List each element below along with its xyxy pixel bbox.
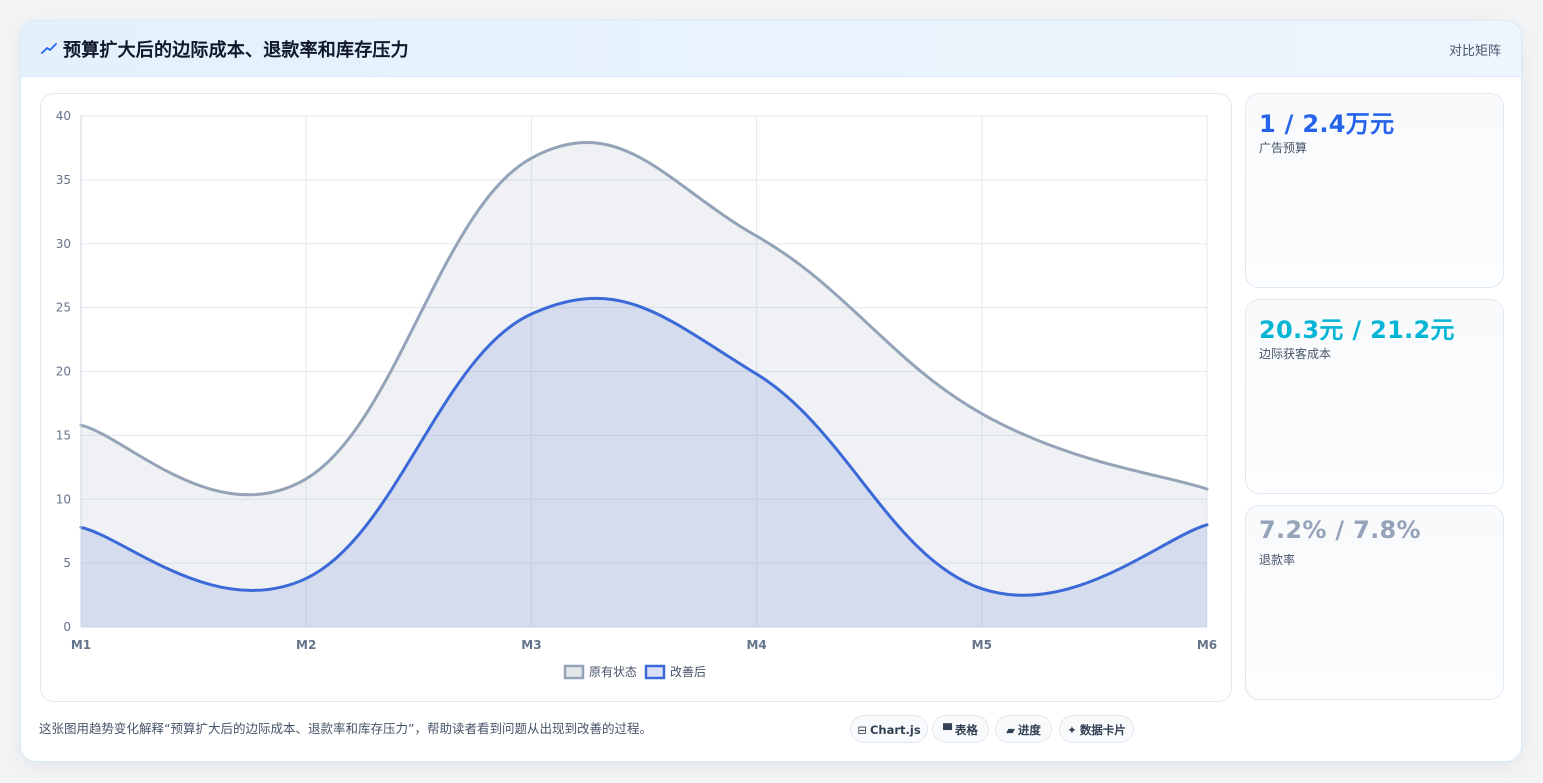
chip-chartjs[interactable]: ⊟ Chart.js bbox=[850, 715, 928, 743]
chart-caption: 这张图用趋势变化解释“预算扩大后的边际成本、退款率和库存压力”，帮助读者看到问题… bbox=[39, 721, 652, 736]
stat-label: 边际获客成本 bbox=[1259, 347, 1332, 361]
dashboard-card: 预算扩大后的边际成本、退款率和库存压力 对比矩阵 0 5 10 15 20 25 30 35 4… bbox=[20, 20, 1522, 762]
legend-swatch bbox=[563, 664, 585, 680]
series-area-1 bbox=[81, 142, 1207, 628]
stat-value: 1 / 2.4万元 bbox=[1259, 110, 1395, 138]
chip-label: 进度 bbox=[1017, 723, 1041, 737]
chip-table[interactable]: ▀ 表格 bbox=[932, 715, 989, 743]
y-tick-label: 15 bbox=[56, 428, 71, 442]
trend-icon bbox=[41, 43, 57, 54]
legend-label: 改善后 bbox=[670, 664, 706, 679]
stat-card-refund-rate: 7.2% / 7.8% 退款率 bbox=[1245, 505, 1504, 700]
x-tick-label: M1 bbox=[71, 638, 91, 652]
legend-label: 原有状态 bbox=[589, 665, 637, 679]
chart-axes: 0 5 10 15 20 25 30 35 40 M1 M2 M3 M4 M5 M6 bbox=[56, 109, 1217, 652]
chart-legend: 原有状态 改善后 bbox=[563, 664, 706, 680]
chip-label: 表格 bbox=[954, 723, 978, 737]
y-tick-label: 10 bbox=[56, 492, 71, 506]
x-tick-label: M2 bbox=[296, 638, 316, 652]
y-tick-label: 5 bbox=[63, 556, 71, 570]
stat-label: 广告预算 bbox=[1259, 141, 1308, 155]
y-tick-label: 35 bbox=[56, 173, 71, 187]
chart-lines bbox=[79, 141, 1209, 597]
chip-label: Chart.js bbox=[869, 723, 921, 737]
x-tick-label: M4 bbox=[746, 638, 766, 652]
area-chart: 0 5 10 15 20 25 30 35 40 M1 M2 M3 M4 M5 M6 原有状态 改善后 bbox=[56, 109, 1217, 680]
y-tick-label: 0 bbox=[63, 620, 71, 634]
series-line-2 bbox=[79, 297, 1209, 597]
x-tick-label: M3 bbox=[521, 638, 541, 652]
y-tick-label: 25 bbox=[56, 301, 71, 315]
stat-card-ad-budget: 1 / 2.4万元 广告预算 bbox=[1245, 93, 1504, 288]
card-header: 预算扩大后的边际成本、退款率和库存压力 对比矩阵 bbox=[21, 21, 1521, 77]
chart-panel: 0 5 10 15 20 25 30 35 40 M1 M2 M3 M4 M5 M6 原有状态 改善后 bbox=[40, 93, 1232, 702]
chip-data-cards[interactable]: ✦ 数据卡片 bbox=[1059, 715, 1134, 743]
y-tick-label: 20 bbox=[56, 365, 71, 379]
stat-value: 20.3元 / 21.2元 bbox=[1259, 316, 1455, 344]
table-icon: ▀ bbox=[943, 723, 952, 737]
chart-icon: ⊟ bbox=[857, 723, 867, 737]
chip-label: 数据卡片 bbox=[1079, 723, 1126, 737]
x-tick-label: M6 bbox=[1197, 638, 1217, 652]
y-tick-label: 30 bbox=[56, 237, 71, 251]
x-tick-label: M5 bbox=[972, 638, 992, 652]
stat-label: 退款率 bbox=[1259, 553, 1296, 567]
series-line-1 bbox=[79, 141, 1209, 497]
progress-icon: ▰ bbox=[1006, 723, 1015, 737]
series-area-2 bbox=[81, 298, 1207, 627]
chip-progress[interactable]: ▰ 进度 bbox=[995, 715, 1052, 743]
stat-card-marginal-cost: 20.3元 / 21.2元 边际获客成本 bbox=[1245, 299, 1504, 494]
sparkle-icon: ✦ bbox=[1067, 723, 1077, 737]
stat-value: 7.2% / 7.8% bbox=[1259, 516, 1421, 544]
y-tick-label: 40 bbox=[56, 109, 71, 123]
page-title: 预算扩大后的边际成本、退款率和库存压力 bbox=[63, 40, 409, 61]
chart-areas bbox=[81, 142, 1207, 628]
compare-matrix-link[interactable]: 对比矩阵 bbox=[1448, 44, 1501, 59]
legend-swatch bbox=[644, 664, 666, 680]
